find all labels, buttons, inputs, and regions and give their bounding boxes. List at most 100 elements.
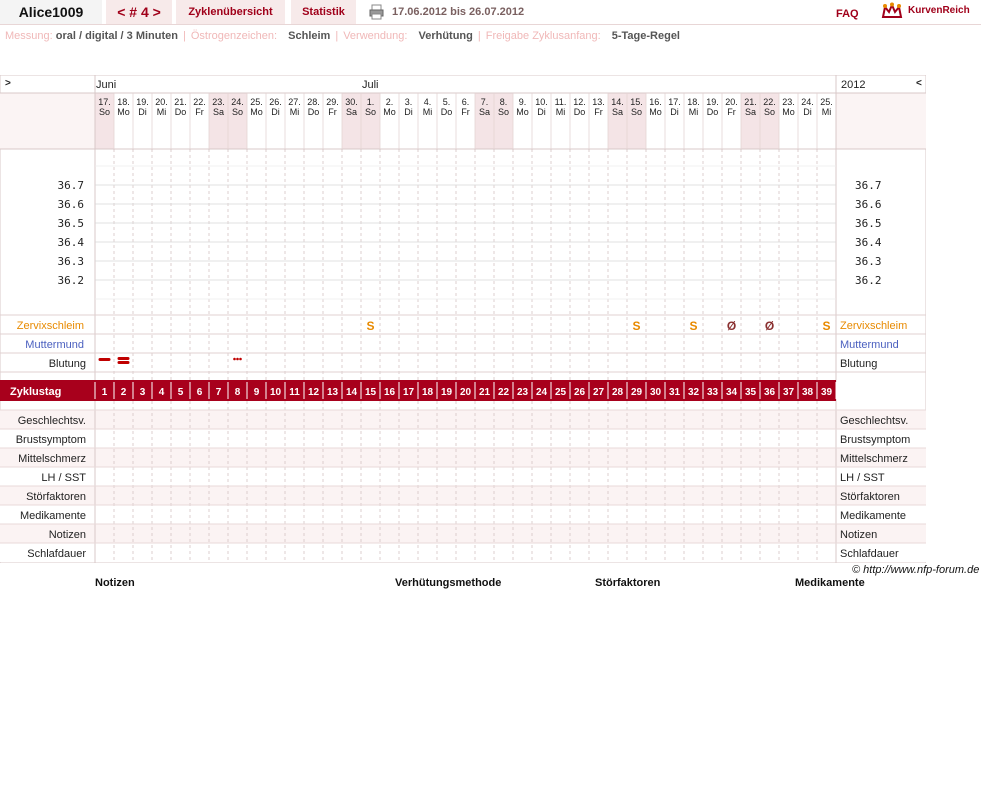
footer-notizen: Notizen (95, 577, 135, 589)
month-label: Juli (362, 79, 379, 91)
messung-value: oral / digital / 3 Minuten (55, 30, 178, 42)
day-number: 22. (763, 97, 776, 107)
date-range: 17.06.2012 bis 26.07.2012 (392, 6, 525, 18)
cycle-day-number: 27 (593, 387, 605, 398)
bottom-row-label-left: LH / SST (41, 472, 86, 484)
day-weekday: Sa (745, 107, 756, 117)
day-weekday: Di (138, 107, 147, 117)
cycle-navigation[interactable]: < # 4 > (106, 0, 172, 24)
freigabe-value: 5-Tage-Regel (611, 30, 680, 42)
bleeding-mark (117, 361, 130, 364)
day-number: 23. (782, 97, 795, 107)
printer-icon[interactable] (369, 4, 384, 20)
cycle-day-number: 20 (460, 387, 472, 398)
muttermund-label-right: Muttermund (840, 339, 899, 351)
zervixschleim-mark: S (632, 319, 640, 333)
day-weekday: Mo (117, 107, 130, 117)
day-number: 13. (592, 97, 605, 107)
cycle-day-number: 4 (159, 387, 165, 398)
day-number: 9. (519, 97, 527, 107)
day-weekday: Mi (157, 107, 167, 117)
cycle-day-number: 38 (802, 387, 814, 398)
day-weekday: Di (271, 107, 280, 117)
day-number: 19. (136, 97, 149, 107)
bleeding-mark (117, 357, 130, 360)
bottom-row-bg (0, 543, 926, 562)
day-weekday: Mo (782, 107, 795, 117)
cycle-day-number: 23 (517, 387, 529, 398)
day-number: 29. (326, 97, 339, 107)
day-number: 5. (443, 97, 451, 107)
day-weekday: Mi (556, 107, 566, 117)
bottom-row-label-right: Brustsymptom (840, 434, 910, 446)
cycle-day-number: 19 (441, 387, 453, 398)
blutung-label-right: Blutung (840, 358, 877, 370)
temperature-tick-right: 36.7 (855, 179, 882, 192)
day-number: 20. (155, 97, 168, 107)
tab-zyklenuebersicht[interactable]: Zyklenübersicht (176, 0, 285, 24)
bottom-row-label-left: Störfaktoren (26, 491, 86, 503)
year-label: 2012 (841, 79, 865, 91)
day-weekday: So (631, 107, 642, 117)
tab-statistik[interactable]: Statistik (291, 0, 356, 24)
footer-medikamente: Medikamente (795, 577, 865, 589)
copyright[interactable]: © http://www.nfp-forum.de (852, 564, 980, 576)
zervixschleim-mark: S (366, 319, 374, 333)
day-weekday: Di (670, 107, 679, 117)
cycle-day-number: 26 (574, 387, 586, 398)
day-weekday: So (232, 107, 243, 117)
temperature-tick-right: 36.3 (855, 255, 882, 268)
messung-label: Messung: (5, 30, 53, 42)
bottom-row-label-left: Schlafdauer (27, 548, 86, 560)
zervixschleim-mark: Ø (765, 319, 774, 333)
zyklustag-label: Zyklustag (10, 386, 61, 398)
muttermund-label-left: Muttermund (25, 339, 84, 351)
day-weekday: Sa (346, 107, 357, 117)
temperature-tick-left: 36.3 (58, 255, 85, 268)
bottom-row-label-right: Notizen (840, 529, 877, 541)
day-weekday: Di (404, 107, 413, 117)
day-weekday: Do (574, 107, 586, 117)
weekend-column (95, 93, 114, 149)
temperature-tick-right: 36.4 (855, 236, 882, 249)
day-weekday: Sa (612, 107, 623, 117)
cycle-day-number: 22 (498, 387, 510, 398)
bleeding-mark (239, 357, 242, 361)
cycle-day-number: 36 (764, 387, 776, 398)
bottom-row-label-right: Schlafdauer (840, 548, 899, 560)
month-label: Juni (96, 79, 116, 91)
weekend-column (361, 93, 380, 149)
cycle-day-number: 9 (254, 387, 260, 398)
day-number: 25. (820, 97, 833, 107)
blutung-label-left: Blutung (49, 358, 86, 370)
cycle-day-number: 2 (121, 387, 127, 398)
temperature-tick-left: 36.2 (58, 274, 85, 287)
day-weekday: Sa (479, 107, 490, 117)
measurement-info: Messung: oral / digital / 3 Minuten | Östr… (5, 30, 680, 42)
day-weekday: Mo (649, 107, 662, 117)
day-number: 12. (573, 97, 586, 107)
cycle-day-number: 6 (197, 387, 203, 398)
zervixschleim-mark: Ø (727, 319, 736, 333)
weekend-column (760, 93, 779, 149)
cycle-day-number: 10 (270, 387, 282, 398)
day-number: 18. (687, 97, 700, 107)
freigabe-label: Freigabe Zyklusanfang: (485, 30, 601, 42)
logo[interactable]: KurvenReich (880, 2, 981, 20)
bottom-row-bg (0, 410, 926, 429)
cycle-day-number: 24 (536, 387, 548, 398)
bleeding-mark (236, 357, 239, 361)
verwendung-value: Verhütung (418, 30, 473, 42)
crown-icon (881, 2, 903, 18)
cycle-day-number: 29 (631, 387, 643, 398)
cycle-day-number: 25 (555, 387, 567, 398)
cycle-day-number: 5 (178, 387, 184, 398)
cycle-day-number: 32 (688, 387, 700, 398)
cycle-day-number: 39 (821, 387, 833, 398)
weekend-column (209, 93, 228, 149)
temperature-tick-left: 36.6 (58, 198, 85, 211)
faq-link[interactable]: FAQ (836, 8, 859, 20)
cycle-day-number: 13 (327, 387, 339, 398)
bottom-row-label-left: Mittelschmerz (18, 453, 86, 465)
